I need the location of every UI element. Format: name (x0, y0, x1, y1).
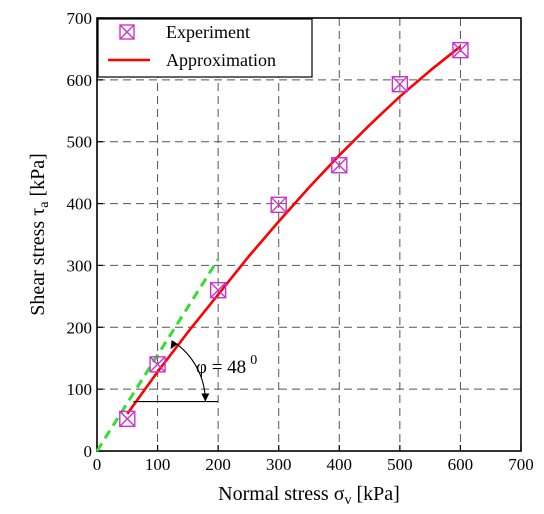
x-tick-label: 0 (93, 455, 102, 474)
experiment-marker-box (209, 281, 227, 299)
experiment-marker-cross (391, 76, 408, 93)
approximation-line (126, 45, 462, 415)
experiment-marker-box (270, 196, 287, 214)
y-tick-label: 700 (67, 9, 93, 28)
y-axis-title-main: Shear stress τ (27, 208, 49, 316)
y-tick-label: 400 (67, 195, 93, 214)
experiment-marker-cross (452, 42, 469, 59)
y-axis-title-sub: a (37, 201, 52, 208)
x-tick-label: 300 (266, 455, 292, 474)
experiment-point (452, 41, 469, 59)
x-tick-label: 400 (327, 455, 353, 474)
experiment-point (119, 410, 136, 428)
experiment-point (209, 281, 227, 299)
x-tick-label: 700 (508, 455, 534, 474)
experiment-marker-cross (119, 410, 136, 427)
legend-marker-experiment (119, 24, 135, 40)
x-axis-title-sub: v (345, 493, 352, 508)
experiment-marker-box (452, 41, 469, 59)
legend-label-approximation: Approximation (166, 50, 276, 70)
legend: Experiment Approximation (97, 18, 313, 78)
x-axis-title-main: Normal stress σ (218, 483, 345, 505)
x-axis-title: Normal stress σv [kPa] (218, 483, 400, 508)
angle-label-text: φ = 48 (196, 357, 246, 378)
experiment-marker-cross (210, 282, 227, 299)
angle-annotation: φ = 48 0 (133, 340, 257, 403)
experiment-marker-cross (331, 157, 348, 174)
experiment-marker-box (119, 410, 136, 428)
x-tick-label: 200 (205, 455, 231, 474)
data-series (95, 41, 469, 452)
axis-ticks: 0 100 200 300 400 500 600 700 0 100 200 300 400 500 60… (67, 9, 534, 474)
plot-frame (96, 17, 522, 452)
y-tick-label: 600 (67, 71, 93, 90)
y-axis-title: Shear stress τa [kPa] (27, 153, 52, 316)
angle-arrowhead-top (170, 340, 178, 350)
y-tick-label: 500 (67, 133, 93, 152)
experiment-marker-box (149, 356, 166, 373)
x-axis-title-unit: [kPa] (352, 483, 400, 505)
y-tick-label: 200 (67, 318, 93, 337)
y-tick-label: 0 (84, 442, 93, 461)
experiment-marker-cross (270, 196, 287, 213)
experiment-marker-cross (149, 356, 166, 373)
y-tick-label: 300 (67, 256, 93, 275)
experiment-point (331, 157, 348, 174)
experiment-point (270, 196, 287, 214)
x-tick-label: 100 (145, 455, 171, 474)
experiment-marker-box (331, 157, 348, 174)
experiment-point (391, 75, 409, 93)
legend-marker-experiment-cross (119, 24, 135, 40)
angle-arrowhead-bottom (201, 393, 210, 402)
angle-label: φ = 48 0 (196, 353, 257, 378)
x-tick-label: 500 (387, 455, 413, 474)
y-axis-title-unit: [kPa] (27, 153, 49, 201)
initial-tangent-line (95, 258, 220, 452)
x-tick-label: 600 (448, 455, 474, 474)
grid-lines (97, 18, 521, 451)
legend-label-experiment: Experiment (166, 22, 250, 42)
angle-label-degree: 0 (250, 353, 257, 368)
y-tick-label: 100 (67, 380, 93, 399)
experiment-point (149, 356, 166, 373)
experiment-marker-box (391, 75, 409, 93)
